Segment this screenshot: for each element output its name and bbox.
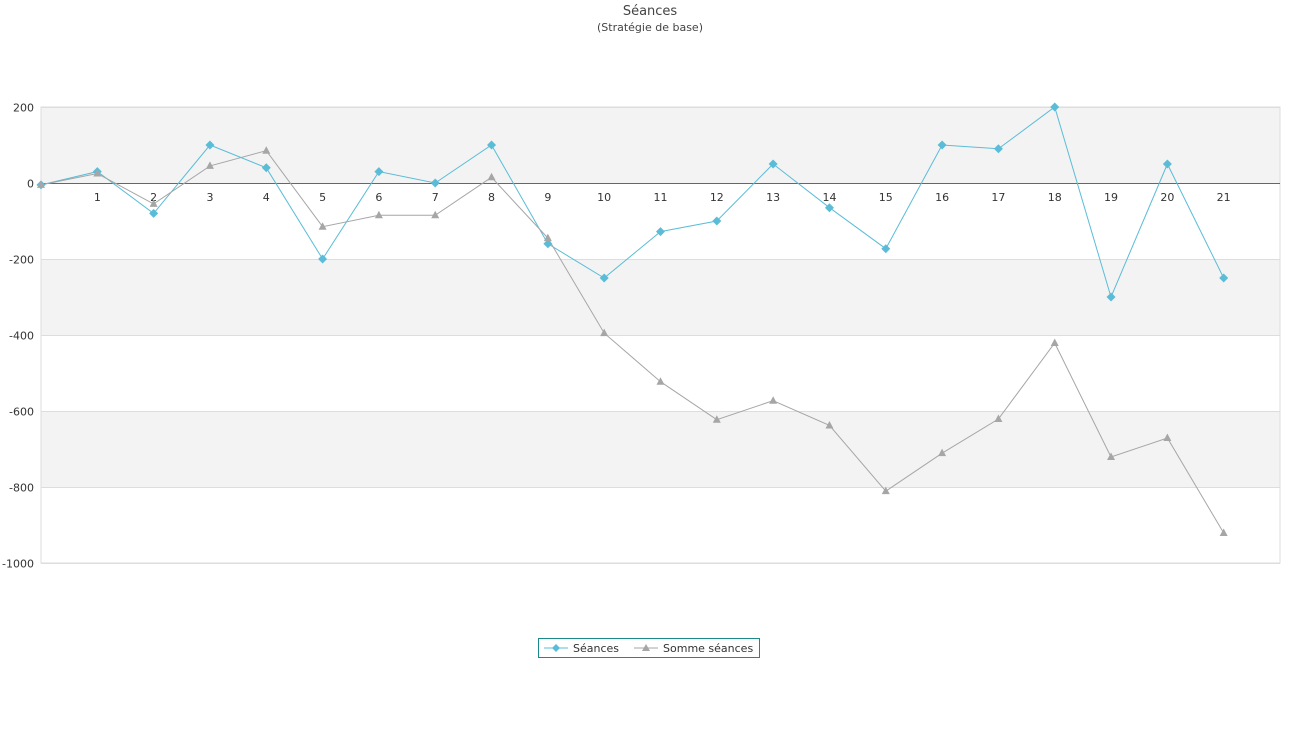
x-tick-label: 11 bbox=[654, 191, 668, 204]
legend[interactable]: Séances Somme séances bbox=[538, 638, 761, 658]
x-tick-label: 9 bbox=[544, 191, 551, 204]
legend-label: Séances bbox=[573, 641, 620, 655]
data-point-seances bbox=[881, 244, 891, 254]
x-tick-label: 19 bbox=[1104, 191, 1118, 204]
data-point-somme-seances bbox=[712, 415, 721, 423]
data-point-seances bbox=[374, 167, 384, 177]
data-point-seances bbox=[1050, 102, 1060, 112]
x-tick-label: 3 bbox=[206, 191, 213, 204]
x-tick-label: 6 bbox=[375, 191, 382, 204]
x-tick-label: 15 bbox=[879, 191, 893, 204]
data-point-seances bbox=[205, 140, 215, 150]
data-point-somme-seances bbox=[881, 486, 890, 495]
data-point-somme-seances bbox=[374, 210, 383, 219]
x-tick-label: 13 bbox=[766, 191, 780, 204]
y-tick-label: -600 bbox=[9, 406, 34, 419]
y-tick-label: -1000 bbox=[2, 558, 34, 571]
y-axis: 200 0 -200 -400 -600 -800 -1000 bbox=[2, 102, 34, 571]
series-line-somme-seances bbox=[40, 150, 1225, 534]
x-tick-label: 12 bbox=[710, 191, 724, 204]
x-tick-label: 8 bbox=[488, 191, 495, 204]
data-point-seances bbox=[487, 140, 497, 150]
y-tick-label: 0 bbox=[27, 178, 34, 191]
gridlines bbox=[41, 107, 1280, 564]
legend-label: Somme séances bbox=[663, 641, 754, 655]
data-point-seances bbox=[937, 140, 947, 150]
data-point-somme-seances bbox=[487, 172, 496, 181]
data-point-somme-seances bbox=[1219, 528, 1228, 536]
data-point-seances bbox=[993, 144, 1003, 154]
data-point-somme-seances bbox=[938, 448, 947, 457]
data-point-somme-seances bbox=[318, 222, 327, 230]
data-point-somme-seances bbox=[262, 146, 271, 154]
data-point-somme-seances bbox=[205, 161, 214, 169]
data-point-somme-seances bbox=[431, 210, 440, 219]
data-point-seances bbox=[824, 203, 834, 213]
data-point-seances bbox=[599, 273, 609, 283]
plot-band bbox=[41, 107, 1280, 183]
diamond-marker-icon bbox=[544, 644, 568, 652]
x-tick-label: 14 bbox=[822, 191, 836, 204]
data-point-seances bbox=[543, 239, 553, 249]
y-tick-label: 200 bbox=[13, 102, 34, 115]
data-point-somme-seances bbox=[769, 396, 778, 404]
x-tick-label: 16 bbox=[935, 191, 949, 204]
x-tick-label: 21 bbox=[1217, 191, 1231, 204]
data-point-seances bbox=[1106, 292, 1116, 302]
y-tick-label: -400 bbox=[9, 330, 34, 343]
triangle-marker-icon bbox=[634, 644, 659, 651]
plot-band bbox=[41, 411, 1280, 487]
chart-subtitle: (Stratégie de base) bbox=[597, 21, 703, 34]
x-tick-label: 20 bbox=[1160, 191, 1174, 204]
data-point-seances bbox=[318, 254, 328, 264]
data-point-somme-seances bbox=[994, 414, 1003, 422]
data-point-somme-seances bbox=[1163, 433, 1172, 441]
y-tick-label: -800 bbox=[9, 482, 34, 495]
data-point-somme-seances bbox=[93, 169, 102, 177]
x-tick-label: 18 bbox=[1048, 191, 1062, 204]
data-point-somme-seances bbox=[656, 377, 665, 385]
data-point-somme-seances bbox=[1050, 338, 1059, 346]
data-point-seances bbox=[656, 227, 665, 237]
series-lines bbox=[40, 106, 1225, 534]
data-point-seances bbox=[1219, 273, 1229, 283]
data-point-seances bbox=[712, 216, 722, 226]
x-tick-label: 17 bbox=[991, 191, 1005, 204]
series-points bbox=[36, 102, 1229, 536]
data-point-somme-seances bbox=[1107, 452, 1116, 460]
data-point-seances bbox=[1162, 159, 1172, 169]
series-line-seances bbox=[40, 106, 1225, 299]
plot-band bbox=[41, 259, 1280, 335]
data-point-seances bbox=[261, 163, 271, 173]
x-tick-label: 7 bbox=[432, 191, 439, 204]
data-point-somme-seances bbox=[825, 420, 834, 429]
x-axis: 1 2 3 4 5 6 7 8 9 10 11 12 13 14 15 16 17 18 19 20 21 bbox=[94, 191, 1231, 204]
x-tick-label: 2 bbox=[150, 191, 157, 204]
legend-item-seances[interactable]: Séances bbox=[543, 642, 619, 655]
x-tick-label: 5 bbox=[319, 191, 326, 204]
chart-title: Séances bbox=[622, 4, 678, 19]
data-point-somme-seances bbox=[149, 199, 158, 207]
legend-item-somme-seances[interactable]: Somme séances bbox=[633, 642, 753, 655]
data-point-seances bbox=[768, 159, 778, 169]
data-point-somme-seances bbox=[543, 233, 552, 242]
x-tick-label: 1 bbox=[94, 191, 101, 204]
data-point-seances bbox=[149, 208, 159, 218]
x-tick-label: 10 bbox=[597, 191, 611, 204]
y-tick-label: -200 bbox=[9, 254, 34, 267]
data-point-somme-seances bbox=[37, 180, 45, 188]
data-point-somme-seances bbox=[600, 328, 609, 337]
x-tick-label: 4 bbox=[263, 191, 270, 204]
data-point-seances bbox=[430, 178, 440, 188]
